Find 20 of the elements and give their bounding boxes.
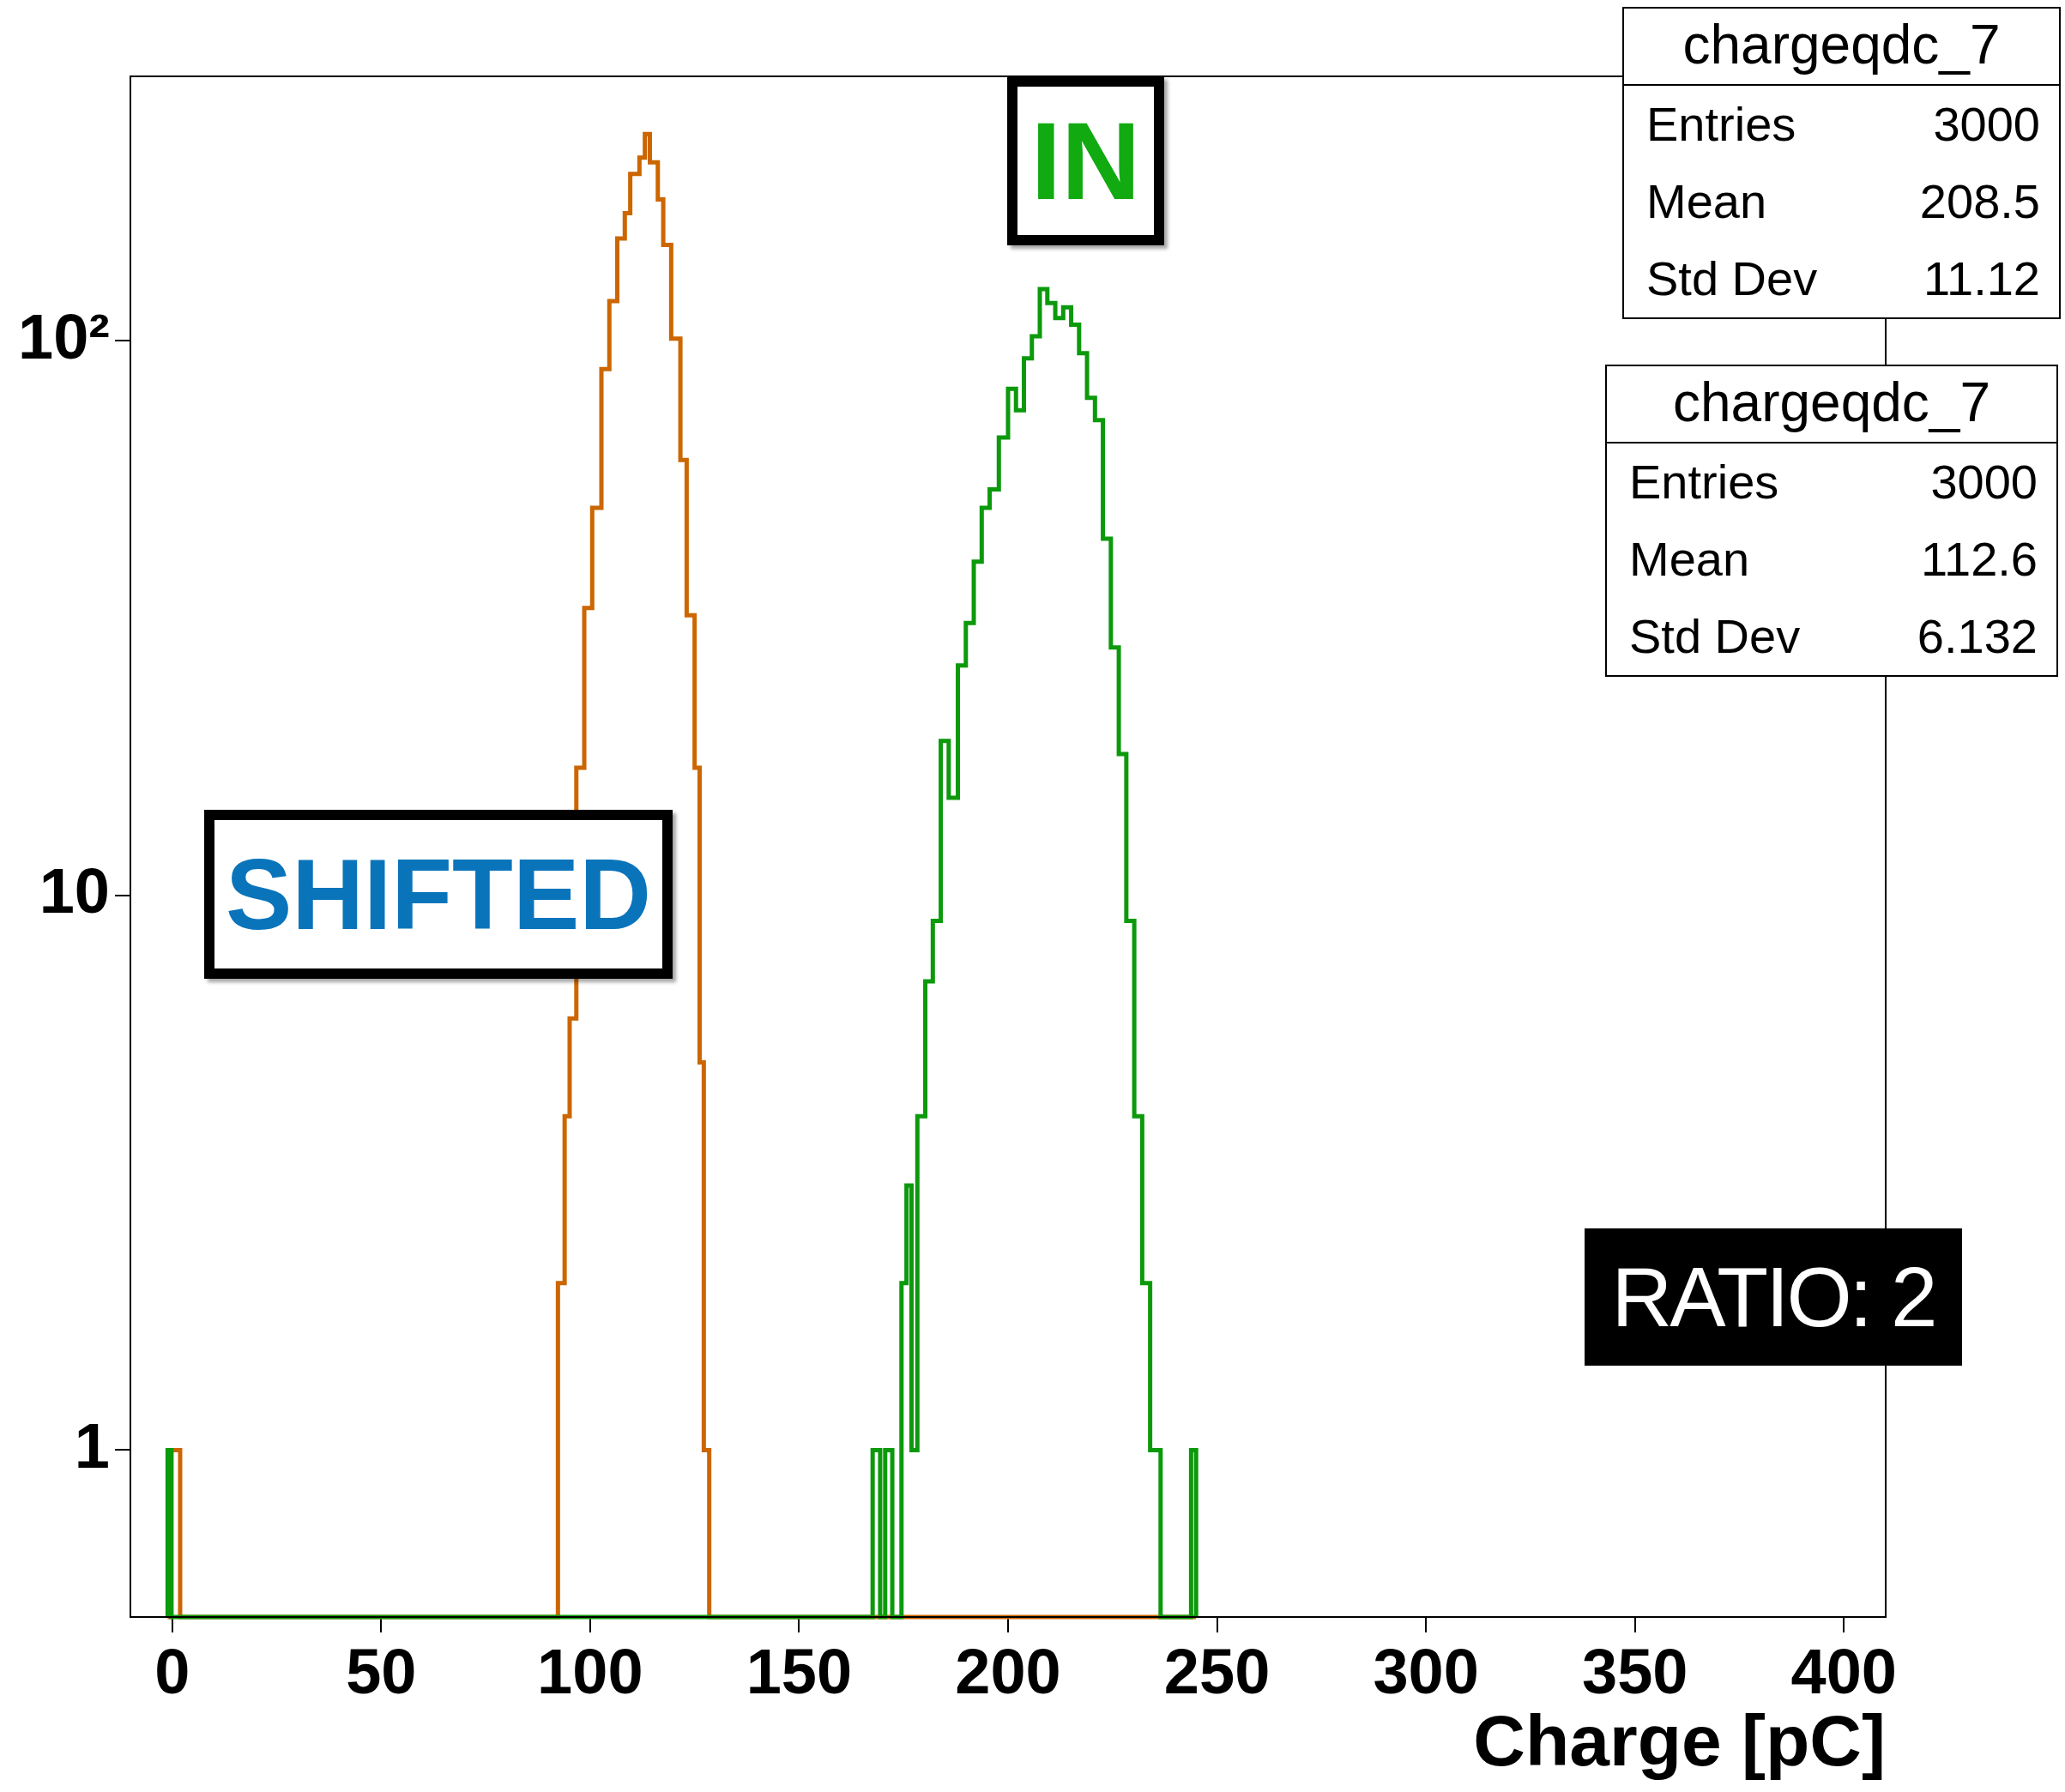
- text: Mean 112.6: [1629, 532, 2038, 586]
- annotation: IN: [1007, 76, 1164, 245]
- x-tick-label: 200: [955, 1635, 1061, 1707]
- x-tick-label: 150: [746, 1635, 853, 1707]
- text: Entries 3000: [1646, 97, 2040, 151]
- x-tick-label: 250: [1163, 1635, 1271, 1707]
- text: Std Dev 6.132: [1629, 609, 2038, 663]
- y-tick-label: 10²: [18, 300, 110, 372]
- annotation: RATIO: 2: [1585, 1228, 1962, 1366]
- text: Entries 3000: [1629, 455, 2038, 509]
- x-tick-label: 0: [154, 1635, 190, 1707]
- annotation: SHIFTED: [204, 810, 673, 979]
- text: Std Dev 11.12: [1646, 251, 2040, 305]
- y-tick-label: 10: [39, 855, 110, 927]
- x-tick-label: 50: [346, 1635, 417, 1707]
- annotation: chargeqdc_7: [1607, 366, 2056, 443]
- y-tick-label: 1: [74, 1409, 110, 1481]
- text: Mean 208.5: [1646, 174, 2040, 228]
- text: chargeqdc_7: [1624, 9, 2059, 86]
- x-tick-label: 100: [537, 1635, 643, 1707]
